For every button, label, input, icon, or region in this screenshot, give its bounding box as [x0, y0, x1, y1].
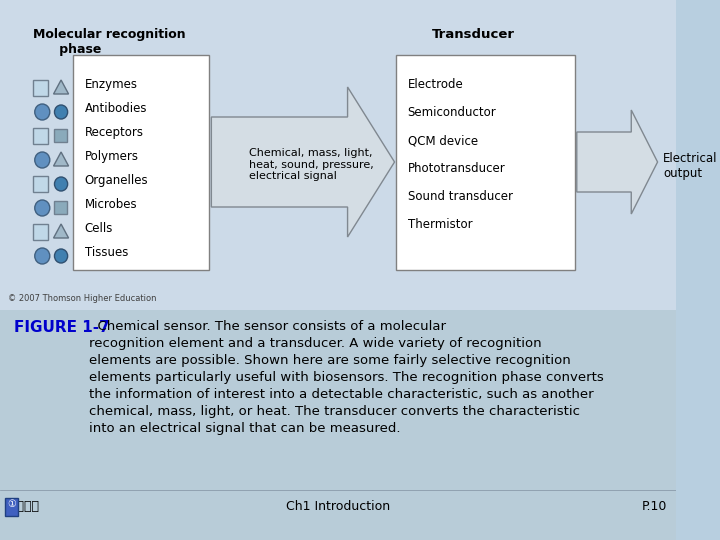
Polygon shape	[53, 224, 68, 238]
Circle shape	[55, 105, 68, 119]
Circle shape	[35, 104, 50, 120]
Text: FIGURE 1-7: FIGURE 1-7	[14, 320, 110, 335]
Text: Phototransducer: Phototransducer	[408, 162, 505, 175]
Text: 歐亞書局: 歐亞書局	[9, 500, 40, 513]
Text: © 2007 Thomson Higher Education: © 2007 Thomson Higher Education	[7, 294, 156, 303]
FancyBboxPatch shape	[73, 55, 210, 270]
Text: Chemical, mass, light,
heat, sound, pressure,
electrical signal: Chemical, mass, light, heat, sound, pres…	[249, 148, 374, 181]
FancyBboxPatch shape	[0, 310, 676, 540]
Polygon shape	[212, 87, 395, 237]
Text: Cells: Cells	[84, 222, 113, 235]
Text: Molecular recognition
      phase: Molecular recognition phase	[33, 28, 186, 56]
Text: Microbes: Microbes	[84, 198, 138, 211]
Circle shape	[35, 152, 50, 168]
Circle shape	[55, 177, 68, 191]
Text: Tissues: Tissues	[84, 246, 128, 259]
Circle shape	[35, 200, 50, 216]
FancyBboxPatch shape	[55, 129, 67, 142]
FancyBboxPatch shape	[5, 498, 18, 516]
FancyBboxPatch shape	[33, 224, 48, 240]
Text: Enzymes: Enzymes	[84, 78, 138, 91]
Text: Antibodies: Antibodies	[84, 102, 147, 115]
Text: Chemical sensor. The sensor consists of a molecular
recognition element and a tr: Chemical sensor. The sensor consists of …	[89, 320, 604, 435]
Text: Electrical
output: Electrical output	[663, 152, 718, 180]
Circle shape	[35, 248, 50, 264]
Text: ①: ①	[7, 499, 16, 509]
Text: Sound transducer: Sound transducer	[408, 190, 513, 203]
Text: Thermistor: Thermistor	[408, 218, 472, 231]
Text: Semiconductor: Semiconductor	[408, 106, 496, 119]
Text: Ch1 Introduction: Ch1 Introduction	[286, 500, 390, 513]
Text: Organelles: Organelles	[84, 174, 148, 187]
Text: Transducer: Transducer	[432, 28, 515, 41]
Polygon shape	[53, 80, 68, 94]
FancyBboxPatch shape	[33, 176, 48, 192]
Polygon shape	[53, 152, 68, 166]
FancyBboxPatch shape	[33, 80, 48, 96]
FancyBboxPatch shape	[33, 128, 48, 144]
Text: Electrode: Electrode	[408, 78, 464, 91]
FancyBboxPatch shape	[397, 55, 575, 270]
Text: QCM device: QCM device	[408, 134, 478, 147]
FancyBboxPatch shape	[55, 201, 67, 214]
FancyBboxPatch shape	[0, 0, 676, 310]
Text: Polymers: Polymers	[84, 150, 138, 163]
Polygon shape	[577, 110, 657, 214]
Circle shape	[55, 249, 68, 263]
Text: P.10: P.10	[642, 500, 667, 513]
Text: Receptors: Receptors	[84, 126, 143, 139]
